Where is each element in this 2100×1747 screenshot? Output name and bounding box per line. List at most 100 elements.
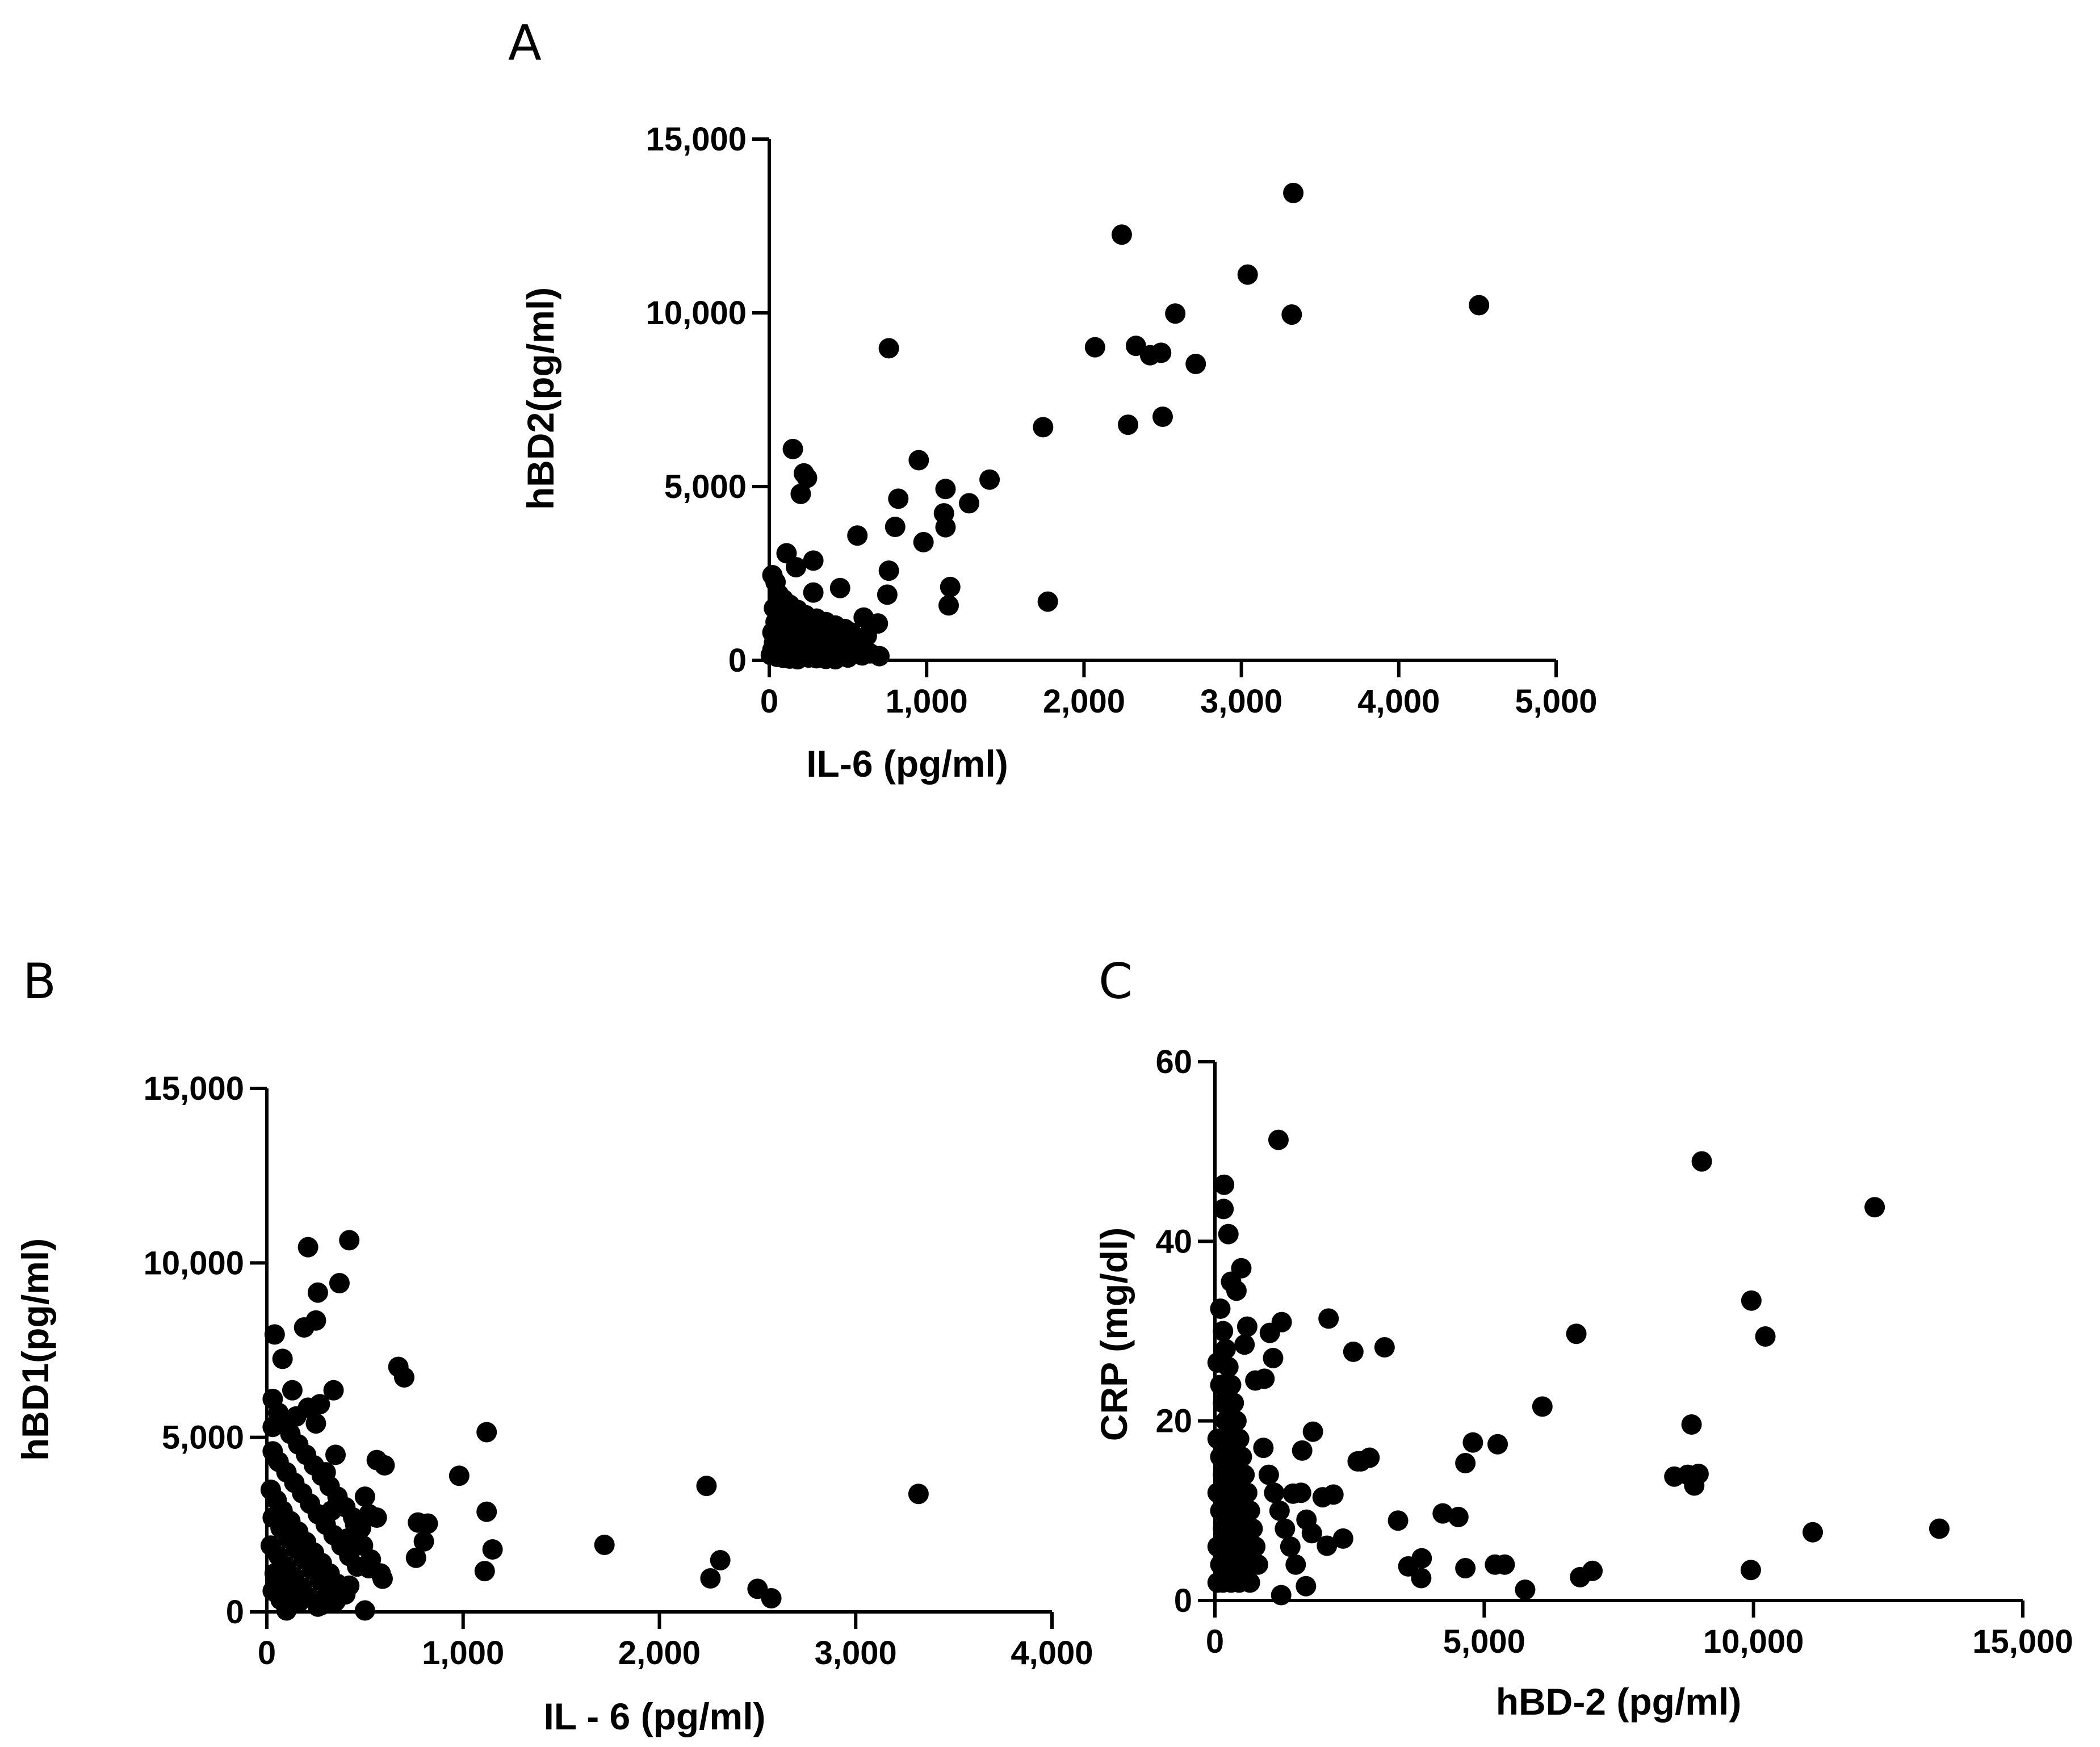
panel-c-data-point	[1494, 1554, 1515, 1575]
panel-a-data-point	[1165, 303, 1186, 324]
panel-a-x-tick-label: 4,000	[1357, 683, 1440, 720]
panel-c-data-point	[1271, 1585, 1292, 1606]
panel-a-data-point	[869, 646, 890, 667]
panel-c-data-point	[1411, 1548, 1432, 1569]
panel-a-data-point	[786, 556, 807, 577]
panel-a-label: A	[508, 15, 542, 72]
panel-c-data-point	[1411, 1568, 1432, 1589]
panel-b-x-tick-label: 3,000	[815, 1635, 897, 1671]
panel-b-data-point	[366, 1507, 387, 1528]
panel-a-y-tick-label: 10,000	[646, 295, 747, 332]
panel-a-y-tick-label: 5,000	[664, 468, 747, 505]
panel-a-y-axis-title: hBD2(pg/ml)	[519, 287, 561, 510]
panel-a-data-point	[825, 649, 846, 670]
panel-c-data-point	[1214, 1174, 1235, 1195]
panel-c-data-point	[1210, 1298, 1231, 1319]
panel-c-data-point	[1268, 1129, 1289, 1150]
panel-a-data-point	[1152, 406, 1173, 427]
panel-a-data-point	[959, 493, 980, 514]
panel-c-y-tick-label: 40	[1155, 1223, 1192, 1260]
panel-a-data-point	[885, 516, 906, 537]
panel-a-x-tick-label: 3,000	[1200, 683, 1282, 720]
panel-b-data-point	[307, 1596, 328, 1617]
panel-a-data-point	[790, 483, 811, 504]
panel-c-data-point	[1207, 1536, 1228, 1557]
panel-b-data-point	[339, 1230, 360, 1251]
panel-a-data-point	[1037, 591, 1058, 612]
panel-c-data-point	[1210, 1446, 1231, 1467]
panel-c-data-point	[1296, 1576, 1317, 1597]
panel-a-data-point	[803, 550, 824, 571]
panel-b-data-point	[288, 1593, 309, 1614]
panel-b-data-point	[297, 1237, 318, 1258]
panel-c-data-point	[1210, 1554, 1231, 1575]
panel-b-data-point	[264, 1324, 285, 1345]
panel-c-x-axis-title: hBD-2 (pg/ml)	[1496, 1681, 1742, 1723]
panel-b-data-point	[307, 1282, 328, 1303]
panel-c-x-tick-label: 10,000	[1703, 1623, 1804, 1660]
panel-b-data-point	[354, 1600, 375, 1621]
panel-b-data-point	[405, 1547, 426, 1568]
panel-b-data-point	[374, 1455, 395, 1476]
panel-c-data-point	[1258, 1464, 1279, 1485]
panel-c-y-tick-label: 20	[1155, 1403, 1192, 1440]
panel-c: C hBD-2 (pg/ml) CRP (mg/dl) 0 5,000 10,000…	[1093, 953, 2073, 1723]
panel-a-data-point	[913, 531, 934, 552]
panel-c-data-point	[1532, 1396, 1553, 1417]
panel-a-data-point	[1185, 353, 1206, 374]
panel-c-data-point	[1207, 1428, 1228, 1449]
panel-c-data-point	[1280, 1536, 1301, 1557]
panel-b-data-point	[482, 1539, 503, 1560]
panel-a-data-point	[938, 595, 959, 616]
panel-b-y-tick-label: 0	[226, 1594, 244, 1631]
panel-c-data-point	[1264, 1482, 1285, 1503]
panel-a-data-point	[829, 577, 850, 598]
panel-c-data-point	[1691, 1151, 1712, 1172]
panel-c-data-point	[1210, 1500, 1231, 1521]
panel-c-data-point	[1582, 1560, 1603, 1581]
panel-c-data-point	[1269, 1500, 1290, 1521]
panel-c-data-point	[1218, 1224, 1239, 1245]
panel-b-data-point	[696, 1476, 717, 1497]
panel-b-data-point	[321, 1500, 342, 1521]
panel-a-x-tick-label: 5,000	[1515, 683, 1597, 720]
panel-b-data-point	[282, 1380, 303, 1401]
panel-b-data-point	[329, 1272, 350, 1293]
panel-b-y-axis-title: hBD1(pg/ml)	[14, 1238, 56, 1461]
panel-c-data-point	[1236, 1316, 1258, 1337]
panel-c-label: C	[1099, 953, 1133, 1010]
panel-c-x-tick-label: 15,000	[1972, 1623, 2073, 1660]
panel-c-data-point	[1487, 1434, 1508, 1455]
panel-c-data-point	[1566, 1323, 1587, 1344]
panel-c-data-point	[1290, 1482, 1311, 1503]
panel-b-data-point	[370, 1563, 391, 1584]
panel-b-y-tick-label: 15,000	[144, 1070, 244, 1107]
panel-a-data-point	[888, 488, 909, 509]
panel-c-data-point	[1388, 1510, 1409, 1531]
panel-c-data-point	[1432, 1503, 1453, 1524]
panel-b-data-point	[305, 1413, 326, 1434]
panel-c-data-point	[1740, 1560, 1761, 1581]
panel-b-x-tick-label: 4,000	[1011, 1635, 1093, 1671]
panel-c-y-axis-title: CRP (mg/dl)	[1093, 1227, 1135, 1441]
panel-b-data-point	[323, 1380, 344, 1401]
panel-c-data-point	[1929, 1518, 1950, 1539]
panel-c-points	[1207, 1129, 1950, 1606]
panel-c-data-point	[1263, 1347, 1284, 1368]
panel-a-y-tick-label: 0	[728, 642, 747, 679]
panel-a-data-point	[908, 450, 929, 471]
panel-c-data-point	[1221, 1271, 1242, 1292]
panel-b-data-point	[413, 1531, 434, 1552]
panel-c-data-point	[1213, 1464, 1234, 1485]
panel-a-data-point	[935, 517, 956, 538]
panel-c-data-point	[1515, 1580, 1536, 1601]
panel-c-data-point	[1351, 1451, 1372, 1472]
panel-b-data-point	[325, 1444, 346, 1465]
panel-c-data-point	[1213, 1518, 1234, 1539]
panel-a-data-point	[1111, 224, 1132, 245]
panel-c-y-tick-label: 60	[1155, 1044, 1192, 1080]
panel-a-data-point	[803, 582, 824, 603]
panel-c-data-point	[1332, 1528, 1353, 1549]
panel-c-y-tick-label: 0	[1174, 1582, 1192, 1619]
